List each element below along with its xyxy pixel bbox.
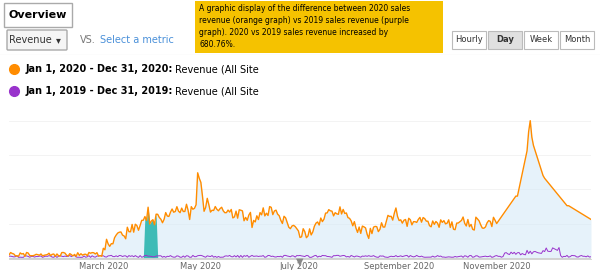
- Text: Month: Month: [564, 35, 590, 45]
- Text: Revenue: Revenue: [8, 35, 52, 45]
- Text: Jan 1, 2019 - Dec 31, 2019:: Jan 1, 2019 - Dec 31, 2019:: [26, 86, 173, 96]
- Text: Jan 1, 2020 - Dec 31, 2020:: Jan 1, 2020 - Dec 31, 2020:: [26, 64, 173, 74]
- Text: ▾: ▾: [56, 35, 61, 45]
- FancyBboxPatch shape: [560, 31, 594, 49]
- Text: A graphic display of the difference between 2020 sales
revenue (orange graph) vs: A graphic display of the difference betw…: [199, 4, 410, 49]
- FancyBboxPatch shape: [4, 3, 72, 27]
- Text: Day: Day: [496, 35, 514, 45]
- FancyBboxPatch shape: [524, 31, 558, 49]
- Bar: [195, 1, 443, 53]
- Text: Week: Week: [529, 35, 553, 45]
- FancyBboxPatch shape: [488, 31, 522, 49]
- Text: Select a metric: Select a metric: [100, 35, 174, 45]
- Text: VS.: VS.: [80, 35, 96, 45]
- FancyBboxPatch shape: [452, 31, 486, 49]
- Text: ▼: ▼: [296, 257, 304, 267]
- Text: Overview: Overview: [9, 10, 67, 20]
- Text: Revenue (All Site: Revenue (All Site: [175, 86, 259, 96]
- Text: Revenue (All Site: Revenue (All Site: [175, 64, 259, 74]
- FancyBboxPatch shape: [7, 30, 67, 50]
- Text: Hourly: Hourly: [455, 35, 483, 45]
